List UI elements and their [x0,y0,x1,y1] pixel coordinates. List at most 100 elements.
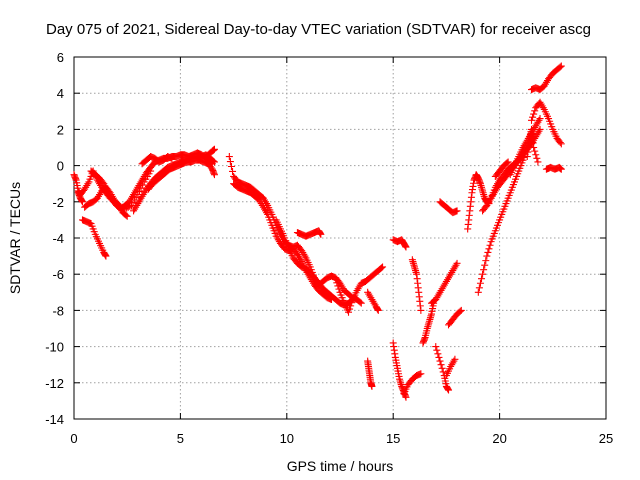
data-point [227,163,235,171]
data-point [123,212,131,220]
data-point [335,285,343,293]
data-point [556,139,564,147]
data-point [347,302,355,310]
data-point [530,144,538,151]
data-point [528,116,536,124]
data-point [210,158,218,166]
data-point [433,346,441,354]
data-point [453,259,461,267]
data-point [346,305,354,313]
data-point [445,386,453,394]
data-point [536,115,544,123]
y-tick-label: 6 [57,50,64,65]
y-tick-label: 0 [57,159,64,174]
series-arc-w [432,343,453,394]
x-tick-label: 0 [70,431,77,446]
y-tick-label: -14 [45,412,64,427]
x-tick-label: 10 [280,431,294,446]
data-point [457,306,465,314]
data-point [417,306,425,314]
y-tick-label: -2 [52,195,64,210]
y-tick-label: -12 [45,376,64,391]
data-point [478,275,486,283]
data-point [436,357,444,365]
series-arc-x [442,355,459,380]
data-point [531,107,539,115]
data-point [534,158,542,166]
data-point [557,165,565,173]
y-axis-label: SDTVAR / TECUs [7,182,23,294]
y-tick-label: -6 [52,267,64,282]
data-point [453,207,461,215]
series-arc-ai [542,163,565,173]
x-axis-label: GPS time / hours [287,458,394,474]
grid-lines [74,57,606,419]
data-point [536,125,544,133]
data-point [434,350,442,358]
data-point [482,257,490,265]
series-arc-u [419,299,438,347]
data-points [70,62,565,401]
series-arc-aj [506,115,544,179]
data-point [557,140,565,148]
data-point [225,153,233,161]
series-arc-t [400,370,425,398]
series-arc-ab [474,151,529,296]
data-point [504,158,512,166]
data-point [474,288,482,296]
series-arc-g [144,156,218,193]
data-point [480,266,488,274]
data-point [556,63,564,71]
data-point [402,243,410,251]
series-arc-z [445,306,465,329]
data-point [357,299,365,307]
data-point [503,159,511,167]
series-arc-s [408,256,425,314]
data-point [481,261,489,269]
series-arc-ae [491,158,512,180]
data-point [210,171,218,179]
data-point [379,263,387,271]
data-point [486,241,494,249]
data-point [451,355,459,363]
data-point [484,248,492,256]
x-tick-label: 20 [492,431,506,446]
data-point [317,230,325,238]
data-point [530,110,538,118]
data-point [557,62,565,70]
data-point [417,370,425,378]
series-arc-af [528,62,565,94]
y-tick-label: -4 [52,231,64,246]
data-point [368,382,376,390]
series-arc-ag [528,98,565,148]
series-arc-j [225,153,365,307]
data-point [439,368,447,376]
data-point [229,167,237,175]
chart-title: Day 075 of 2021, Sidereal Day-to-day VTE… [46,21,591,38]
data-point [332,276,340,284]
data-point [532,151,540,159]
series-arc-p [364,357,376,390]
data-point [102,252,110,260]
series-arc-o [364,288,382,314]
series-arc-i [204,145,218,159]
data-point [345,308,353,316]
y-tick-label: -8 [52,303,64,318]
data-point [438,364,446,372]
data-point [476,279,484,287]
data-point [402,393,410,401]
data-point [333,279,341,287]
data-point [168,154,176,162]
data-point [533,154,541,162]
series-arc-n [332,263,387,316]
data-point [475,284,483,292]
data-point [485,245,493,253]
data-point [437,361,445,369]
data-point [99,178,107,186]
data-point [531,147,539,155]
data-point [122,211,130,219]
series-arc-m [293,227,325,240]
y-tick-labels: -14 -12 -10 -8 -6 -4 -2 0 2 4 6 [45,50,64,427]
data-point [226,158,234,166]
data-point [210,145,218,153]
